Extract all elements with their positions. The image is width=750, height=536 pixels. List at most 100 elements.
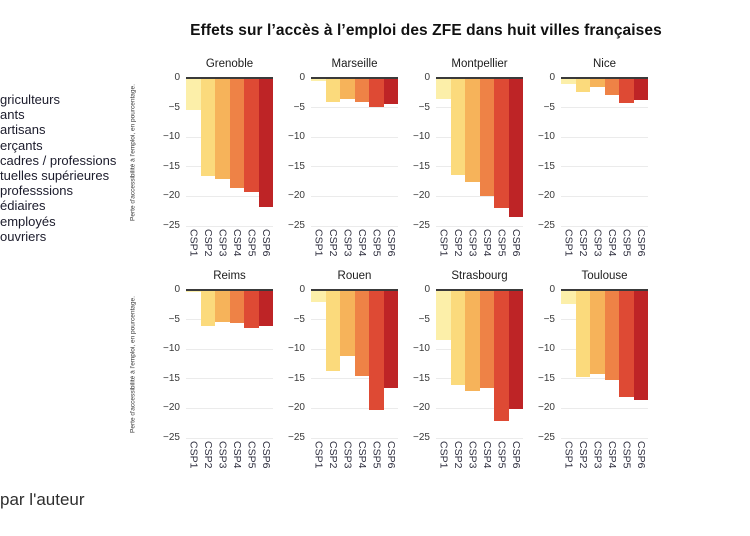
x-tick-csp5: CSP5 — [244, 226, 259, 270]
y-tick-label: −15 — [288, 160, 305, 172]
bar-csp5 — [619, 78, 634, 104]
x-tick-csp5: CSP5 — [494, 226, 509, 270]
gridline — [186, 437, 273, 439]
x-tick-text: CSP2 — [577, 229, 589, 257]
gridline — [186, 225, 273, 227]
y-tick-label: −15 — [413, 160, 430, 172]
y-tick-label: −10 — [288, 131, 305, 143]
gridline — [311, 166, 398, 168]
zero-axis-line — [186, 289, 273, 291]
legend-line: tuelles supérieures — [0, 168, 110, 184]
x-tick-csp1: CSP1 — [311, 226, 326, 270]
y-tick-label: 0 — [549, 72, 555, 83]
x-tick-csp6: CSP6 — [259, 226, 274, 270]
y-tick-label: −10 — [163, 131, 180, 143]
bar-csp6 — [258, 290, 273, 327]
bar-csp2 — [450, 78, 465, 176]
legend-line: artisans — [0, 122, 46, 138]
y-tick-label: −5 — [293, 313, 305, 325]
x-tick-text: CSP2 — [202, 441, 214, 469]
x-tick-text: CSP2 — [452, 441, 464, 469]
x-tick-text: CSP3 — [591, 229, 604, 257]
x-tick-text: CSP4 — [231, 441, 243, 469]
y-tick-label: −10 — [538, 343, 555, 355]
y-tick-label: 0 — [424, 284, 430, 295]
y-tick-label: −25 — [288, 220, 305, 231]
csp-legend: griculteurs ants artisans erçants cadres / p… — [0, 92, 116, 244]
bar-csp6 — [508, 290, 523, 409]
chart-row-top: Perte d'accessibilité à l'emploi, en pou… — [130, 58, 648, 270]
x-tick-text: CSP5 — [370, 229, 383, 257]
bar-csp4 — [479, 290, 494, 389]
x-tick-text: CSP4 — [606, 441, 618, 469]
x-tick-csp6: CSP6 — [634, 226, 649, 270]
y-tick-label: 0 — [299, 72, 305, 83]
subplot-title: Marseille — [331, 58, 378, 70]
bar-csp6 — [633, 78, 648, 101]
bar-csp4 — [229, 290, 244, 324]
subplot-title: Montpellier — [451, 58, 508, 70]
subplot-nice: Nice 0 −5 −10 −15 −20 −25 CSP1 CSP2 CSP3 CSP4 CSP5 C… — [523, 58, 648, 270]
x-tick-labels: CSP1 CSP2 CSP3 CSP4 CSP5 CSP6 — [186, 438, 273, 482]
x-tick-csp2: CSP2 — [326, 438, 341, 482]
x-tick-csp6: CSP6 — [634, 438, 649, 482]
gridline — [311, 437, 398, 439]
bar-csp3 — [340, 78, 355, 100]
plot-area — [186, 289, 273, 439]
subplot-montpellier: Montpellier 0 −5 −10 −15 −20 −25 CSP1 CSP2 CSP3 CS… — [398, 58, 523, 270]
legend-line: ouvriers — [0, 228, 47, 244]
x-tick-csp4: CSP4 — [230, 438, 245, 482]
bar-csp2 — [575, 78, 590, 93]
y-tick-label: −5 — [293, 101, 305, 113]
x-tick-text: CSP4 — [481, 229, 493, 257]
bar-csp6 — [383, 78, 398, 105]
gridline — [311, 407, 398, 409]
plot-body: 0 −5 −10 −15 −20 −25 — [523, 285, 648, 443]
chart-grid: Perte d'accessibilité à l'emploi, en pou… — [130, 58, 649, 482]
x-tick-labels: CSP1 CSP2 CSP3 CSP4 CSP5 CSP6 — [311, 226, 398, 270]
gridline — [561, 407, 648, 409]
y-tick-label: −5 — [168, 313, 180, 325]
y-axis-label: Perte d'accessibilité à l'emploi, en pou… — [129, 296, 137, 433]
y-tick-label: −5 — [543, 101, 555, 113]
gridline — [311, 107, 398, 109]
plot-body: 0 −5 −10 −15 −20 −25 — [273, 285, 398, 443]
x-tick-csp1: CSP1 — [186, 438, 201, 482]
x-tick-csp3: CSP3 — [465, 438, 480, 482]
plot-area — [436, 289, 523, 439]
x-tick-csp5: CSP5 — [619, 226, 634, 270]
x-tick-text: CSP5 — [620, 229, 633, 257]
x-tick-csp3: CSP3 — [215, 438, 230, 482]
legend-line: griculteurs — [0, 92, 60, 107]
x-tick-csp3: CSP3 — [465, 226, 480, 270]
y-tick-label: −20 — [538, 190, 555, 202]
y-tick-label: −25 — [288, 432, 305, 443]
plot-body: 0 −5 −10 −15 −20 −25 — [398, 73, 523, 231]
zero-axis-line — [561, 289, 648, 291]
y-tick-label: −20 — [163, 190, 180, 202]
x-tick-text: CSP6 — [385, 441, 397, 469]
x-tick-text: CSP4 — [356, 441, 368, 469]
subplot-marseille: Marseille 0 −5 −10 −15 −20 −25 CSP1 CSP2 CSP3 CSP4… — [273, 58, 398, 270]
gridline — [561, 166, 648, 168]
y-tick-label: −25 — [538, 432, 555, 443]
x-tick-csp2: CSP2 — [201, 226, 216, 270]
x-tick-text: CSP5 — [245, 229, 258, 257]
x-tick-csp4: CSP4 — [605, 226, 620, 270]
y-tick-label: −20 — [413, 190, 430, 202]
x-tick-text: CSP4 — [231, 229, 243, 257]
bar-csp3 — [465, 78, 480, 183]
bar-csp5 — [619, 290, 634, 397]
y-tick-label: −10 — [538, 131, 555, 143]
x-tick-text: CSP4 — [606, 229, 618, 257]
x-tick-csp5: CSP5 — [244, 438, 259, 482]
y-tick-label: −15 — [288, 372, 305, 384]
y-tick-label: −20 — [538, 402, 555, 414]
x-tick-csp5: CSP5 — [494, 438, 509, 482]
x-tick-text: CSP5 — [495, 441, 508, 469]
y-tick-label: −5 — [543, 313, 555, 325]
x-tick-csp1: CSP1 — [186, 226, 201, 270]
x-tick-csp5: CSP5 — [369, 438, 384, 482]
y-tick-label: −5 — [168, 101, 180, 113]
x-tick-csp2: CSP2 — [326, 226, 341, 270]
